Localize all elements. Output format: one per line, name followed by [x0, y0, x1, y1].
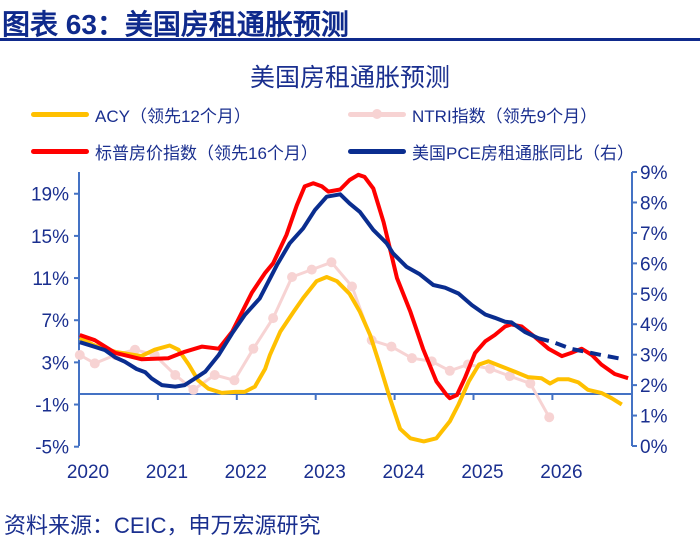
- series-marker-ntri: [188, 384, 199, 395]
- legend-label: 标普房价指数（领先16个月）: [95, 144, 318, 163]
- series-marker-ntri: [406, 353, 417, 364]
- legend-swatch-sp: [31, 149, 89, 154]
- left-tick-label: 11%: [32, 269, 69, 290]
- right-tick-label: 6%: [640, 254, 668, 275]
- legend-swatch-ntri: [348, 109, 406, 119]
- right-tick-label: 5%: [640, 285, 668, 306]
- series-marker-ntri: [444, 365, 455, 376]
- series-line-pce: [79, 192, 540, 389]
- series-marker-ntri: [326, 257, 337, 268]
- left-tick-label: 19%: [31, 185, 69, 206]
- legend-label: ACY（领先12个月）: [95, 107, 251, 126]
- series-marker-ntri: [89, 358, 100, 369]
- series-marker-ntri: [268, 313, 279, 324]
- legend-label: NTRI指数（领先9个月）: [412, 107, 598, 126]
- x-tick-label: 2023: [304, 462, 346, 483]
- right-tick-label: 2%: [640, 376, 668, 397]
- x-tick-label: 2020: [67, 462, 109, 483]
- series-marker-ntri: [485, 363, 496, 374]
- legend-pce: 美国PCE房租通胀同比（右）: [348, 139, 634, 164]
- series-marker-ntri: [130, 344, 141, 355]
- x-tick-label: 2025: [461, 462, 503, 483]
- figure-title: 图表 63：美国房租通胀预测: [2, 9, 349, 40]
- x-tick-label: 2021: [146, 462, 188, 483]
- right-tick-label: 7%: [640, 224, 668, 245]
- series-marker-ntri: [544, 412, 555, 423]
- right-tick-label: 1%: [640, 407, 668, 428]
- left-tick-label: 7%: [42, 311, 70, 332]
- legend-swatch-acy: [31, 112, 89, 117]
- legend-sp: 标普房价指数（领先16个月）: [31, 139, 318, 164]
- legend-ntri: NTRI指数（领先9个月）: [348, 102, 597, 127]
- title-rule: [0, 38, 700, 41]
- series-marker-ntri: [525, 378, 536, 389]
- series-forecast-pce: [537, 336, 623, 361]
- series-marker-ntri: [209, 370, 220, 381]
- left-tick-label: 3%: [42, 353, 70, 374]
- series-marker-ntri: [170, 370, 181, 381]
- series-marker-ntri: [346, 281, 357, 292]
- x-tick-label: 2026: [540, 462, 582, 483]
- x-tick-label: 2024: [382, 462, 425, 483]
- series-marker-ntri: [306, 264, 317, 275]
- right-tick-label: 8%: [640, 193, 668, 214]
- left-tick-label: 15%: [31, 227, 69, 248]
- series-marker-ntri: [504, 371, 515, 382]
- series-marker-ntri: [248, 343, 259, 354]
- right-tick-label: 9%: [640, 163, 668, 184]
- right-tick-label: 0%: [640, 437, 668, 458]
- right-tick-label: 3%: [640, 346, 668, 367]
- series-marker-ntri: [287, 272, 298, 283]
- series-marker-ntri: [386, 341, 397, 352]
- legend-acy: ACY（领先12个月）: [31, 102, 251, 127]
- legend-label: 美国PCE房租通胀同比（右）: [412, 144, 634, 163]
- legend-swatch-pce: [348, 149, 406, 154]
- left-tick-label: -1%: [35, 396, 69, 417]
- series-marker-ntri: [229, 375, 240, 386]
- source-note: 资料来源：CEIC，申万宏源研究: [4, 513, 321, 538]
- right-tick-label: 4%: [640, 315, 668, 336]
- x-tick-label: 2022: [225, 462, 267, 483]
- chart-title: 美国房租通胀预测: [249, 64, 450, 92]
- left-tick-label: -5%: [35, 438, 69, 459]
- series-marker-ntri: [74, 350, 85, 361]
